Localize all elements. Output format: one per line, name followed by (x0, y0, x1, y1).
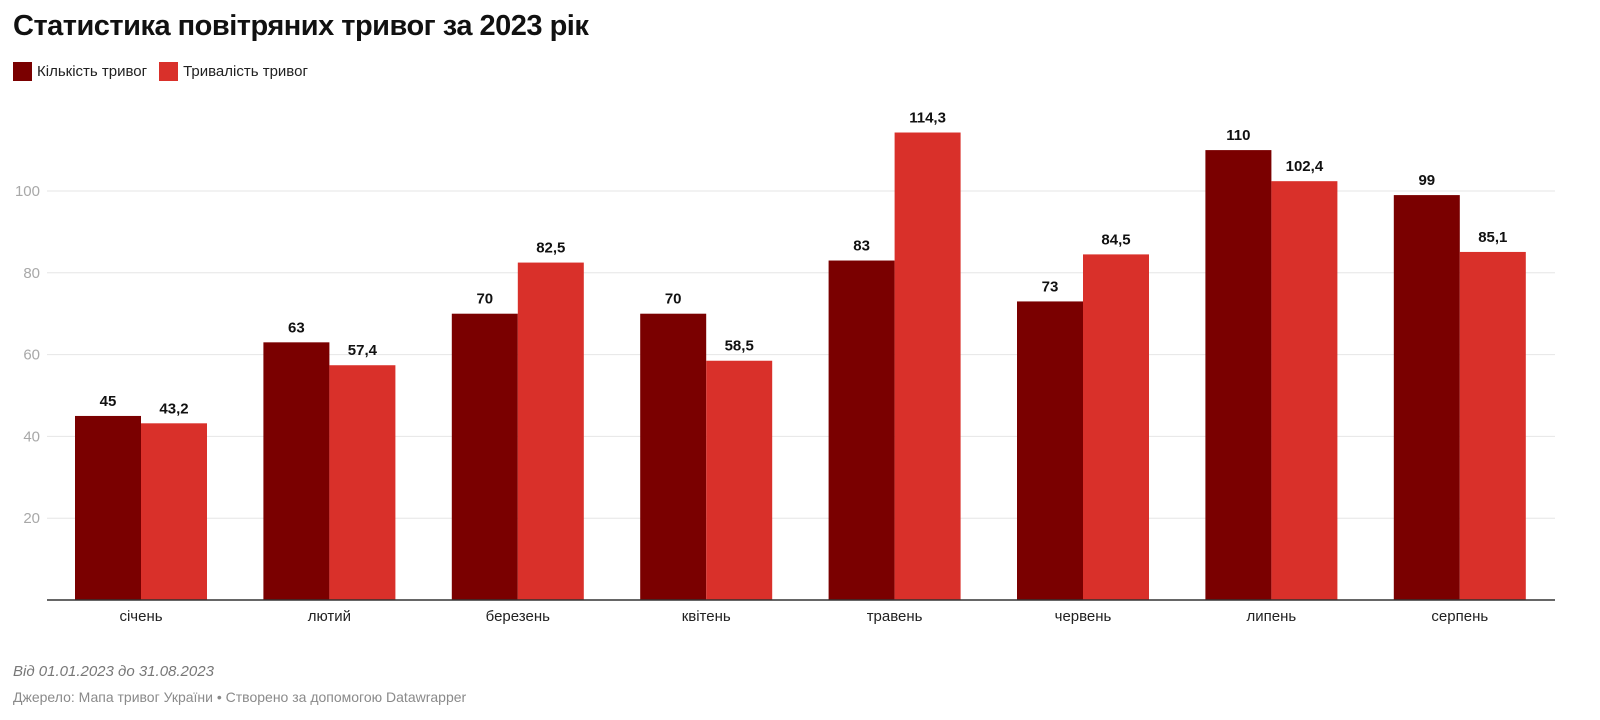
y-tick-label: 40 (23, 428, 40, 445)
x-category-label: травень (867, 608, 923, 625)
x-category-label: березень (486, 608, 550, 625)
bar-value-label: 84,5 (1101, 231, 1130, 248)
legend-swatch-duration (159, 62, 179, 81)
bar (141, 423, 207, 600)
bar-value-label: 85,1 (1478, 229, 1507, 246)
bar (1205, 150, 1272, 600)
y-tick-label: 60 (23, 347, 40, 364)
bar-value-label: 43,2 (159, 400, 188, 417)
chart-source: Джерело: Мапа тривог України • Створено … (13, 689, 467, 705)
bar-value-label: 114,3 (909, 110, 946, 127)
bar (1459, 251, 1526, 601)
bar (894, 132, 961, 600)
bar (451, 313, 518, 600)
bar (1393, 195, 1460, 600)
y-tick-label: 100 (15, 183, 40, 200)
bar-value-label: 57,4 (348, 342, 378, 359)
legend-label-duration: Тривалість тривог (183, 63, 308, 80)
y-tick-label: 80 (23, 265, 40, 282)
legend-swatch-count (13, 62, 32, 81)
bar (1271, 181, 1338, 600)
bar (706, 360, 773, 600)
legend-item-count: Кількість тривог (13, 62, 147, 81)
bar-value-label: 45 (100, 393, 117, 410)
bar-value-label: 70 (476, 291, 493, 308)
bar (828, 260, 895, 600)
legend-label-count: Кількість тривог (37, 63, 148, 80)
bar (640, 313, 707, 600)
bar-value-label: 110 (1226, 127, 1250, 144)
bar (329, 365, 396, 600)
x-category-label: липень (1247, 608, 1297, 625)
y-tick-label: 20 (23, 510, 40, 527)
bar-value-label: 99 (1418, 172, 1435, 189)
legend: Кількість тривог Тривалість тривог (13, 62, 320, 81)
x-category-label: червень (1055, 608, 1112, 625)
chart-title: Статистика повітряних тривог за 2023 рік (13, 10, 589, 42)
bar-value-label: 102,4 (1286, 158, 1324, 175)
bar-value-label: 58,5 (725, 338, 754, 355)
bar (1083, 254, 1149, 600)
bar-value-label: 73 (1042, 278, 1059, 295)
bar-value-label: 70 (665, 291, 682, 308)
x-category-label: серпень (1431, 608, 1488, 625)
bar-value-label: 63 (288, 319, 305, 336)
bar-value-label: 83 (853, 238, 870, 255)
x-category-label: лютий (308, 608, 351, 625)
legend-item-duration: Тривалість тривог (159, 62, 308, 81)
bar (263, 342, 330, 600)
bar (1017, 301, 1083, 600)
x-category-label: квітень (682, 608, 731, 625)
bar (75, 415, 141, 600)
x-category-label: січень (119, 608, 162, 625)
bar-value-label: 82,5 (536, 240, 565, 257)
bar (517, 262, 584, 600)
chart-notes: Від 01.01.2023 до 31.08.2023 (13, 663, 214, 680)
